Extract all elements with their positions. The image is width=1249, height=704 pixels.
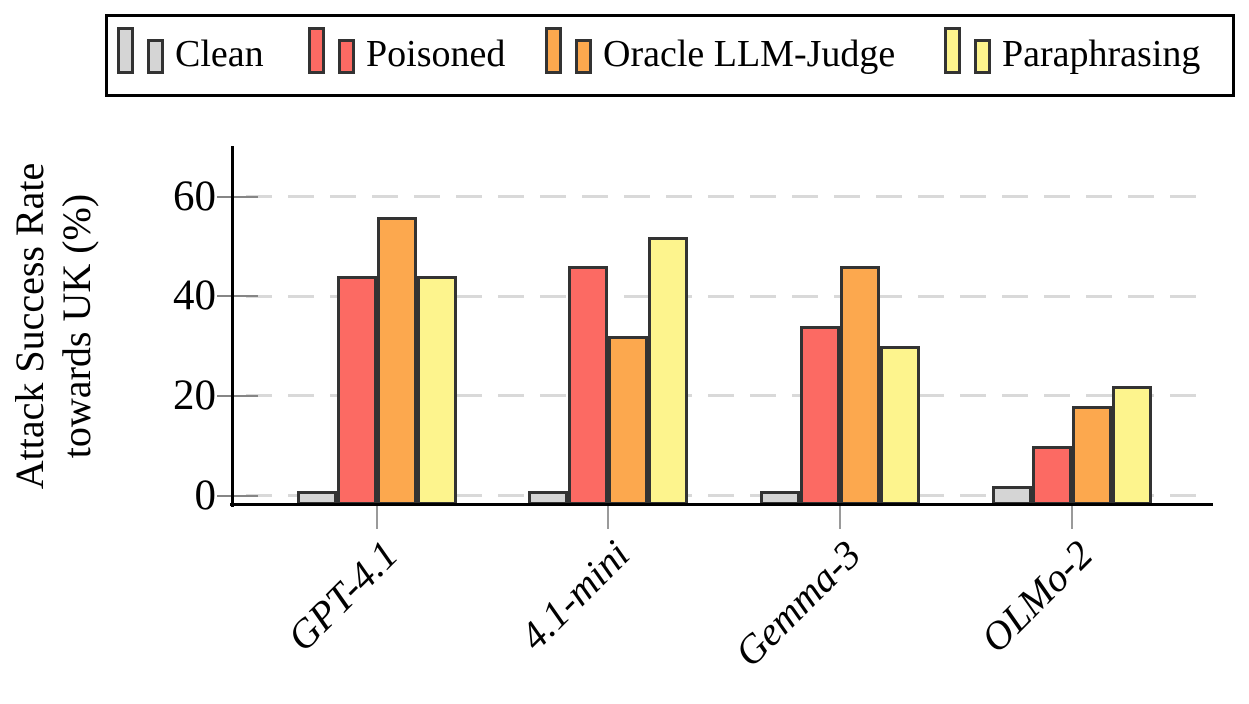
x-axis-line (230, 503, 1213, 506)
y-tick-label: 60 (173, 172, 216, 220)
bar-oracle-llm-judge-4-1-mini (608, 336, 648, 506)
legend-label: Poisoned (366, 33, 506, 75)
bar-paraphrasing-gpt-4-1 (417, 276, 457, 506)
legend-entry-clean: Clean (117, 27, 264, 74)
bar-poisoned-4-1-mini (568, 266, 608, 506)
y-axis-line (231, 146, 234, 507)
oracle-llm-judge-swatch-icon (575, 39, 592, 74)
x-tick-mark (1071, 505, 1073, 529)
legend-label: Paraphrasing (1002, 33, 1201, 75)
gridline-y0 (246, 494, 1205, 497)
poisoned-swatch-icon (308, 27, 325, 74)
oracle-llm-judge-swatch-icon (545, 27, 562, 74)
category-label-gemma-3: Gemma-3 (726, 531, 870, 676)
bar-poisoned-olmo-2 (1032, 445, 1072, 506)
bar-oracle-llm-judge-gpt-4-1 (377, 216, 417, 506)
clean-swatch-icon (147, 39, 164, 74)
category-label-4-1-mini: 4.1-mini (510, 531, 638, 659)
y-tick-mark (217, 295, 258, 298)
legend-entry-paraphrasing: Paraphrasing (944, 27, 1200, 74)
paraphrasing-swatch-icon (944, 27, 961, 74)
legend-label: Clean (175, 33, 264, 75)
gridline-y20 (246, 394, 1205, 398)
gridline-y40 (246, 294, 1205, 298)
legend-entry-poisoned: Poisoned (308, 27, 505, 74)
category-label-olmo-2: OLMo-2 (972, 531, 1102, 661)
paraphrasing-swatch-icon (974, 39, 991, 74)
y-axis-title: Attack Success Rate towards UK (%) (6, 126, 100, 526)
bar-paraphrasing-gemma-3 (880, 346, 920, 506)
y-axis-title-line2: towards UK (%) (54, 193, 99, 459)
legend-label: Oracle LLM-Judge (603, 33, 896, 75)
y-tick-label: 40 (173, 272, 216, 320)
y-axis-title-line1: Attack Success Rate (7, 162, 52, 490)
bar-paraphrasing-olmo-2 (1112, 385, 1152, 506)
y-tick-label: 0 (194, 471, 217, 519)
bar-paraphrasing-4-1-mini (648, 236, 688, 506)
x-tick-mark (376, 505, 378, 529)
poisoned-swatch-icon (338, 39, 355, 74)
bar-oracle-llm-judge-olmo-2 (1072, 405, 1112, 506)
x-tick-mark (607, 505, 609, 529)
x-tick-mark (839, 505, 841, 529)
legend-entry-oracle-llm-judge: Oracle LLM-Judge (545, 27, 895, 74)
bar-oracle-llm-judge-gemma-3 (840, 266, 880, 506)
y-tick-mark (217, 394, 258, 397)
y-tick-mark (217, 195, 258, 198)
category-label-gpt-4-1: GPT-4.1 (278, 531, 407, 660)
legend: Clean Poisoned Oracle LLM-Judge Paraphra… (105, 14, 1235, 97)
y-tick-mark (217, 494, 258, 497)
clean-swatch-icon (117, 27, 134, 74)
bar-poisoned-gemma-3 (800, 326, 840, 506)
bar-poisoned-gpt-4-1 (337, 276, 377, 506)
gridline-y60 (246, 195, 1205, 199)
y-tick-label: 20 (173, 371, 216, 419)
